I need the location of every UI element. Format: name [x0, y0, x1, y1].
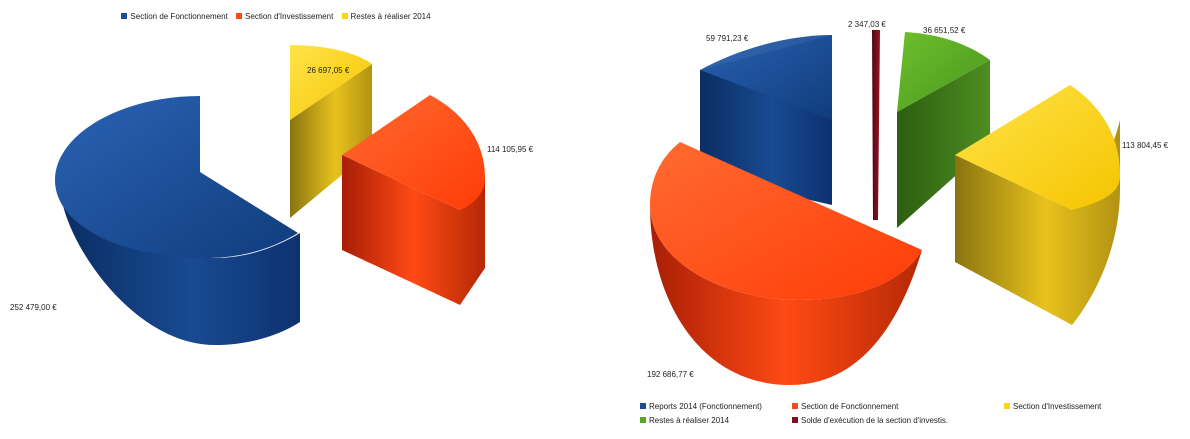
slice-side — [342, 155, 485, 305]
slice-section-de-fonctionnement: 192 686,77 € — [647, 142, 922, 385]
legend-swatch — [792, 403, 798, 409]
legend-item: Restes à réaliser 2014 — [341, 12, 431, 21]
legend-swatch — [341, 13, 348, 19]
legend-swatch — [792, 417, 798, 423]
slice-side — [60, 185, 300, 345]
slice-section-d-investissement: 114 105,95 € — [342, 95, 534, 305]
slice-top — [55, 96, 298, 258]
slice-restes-a-realiser-2014: 26 697,05 € — [290, 45, 372, 218]
legend-label: Solde d'exécution de la section d'invest… — [801, 416, 949, 425]
slice-label: 113 804,45 € — [1122, 141, 1169, 150]
slice-restes-a-realiser-2014: 36 651,52 € — [897, 26, 990, 228]
slice-side — [290, 64, 372, 218]
right-pie-chart: 59 791,23 € 2 347,03 € 36 651,52 € 113 8… — [647, 20, 1169, 385]
legend-item: Section d'Investissement — [1004, 402, 1101, 411]
slice-top — [290, 45, 372, 120]
slice-section-de-fonctionnement: 252 479,00 € — [10, 96, 300, 345]
legend-item: Reports 2014 (Fonctionnement) — [640, 402, 762, 411]
slice-top — [342, 95, 485, 210]
slice-side — [650, 205, 922, 385]
slice-label: 26 697,05 € — [307, 66, 350, 75]
legend-label: Section d'Investissement — [245, 12, 334, 21]
legend-label: Section de Fonctionnement — [801, 402, 899, 411]
slice-reports-2014-fonctionnement: 59 791,23 € — [700, 34, 832, 205]
legend-item: Section de Fonctionnement — [792, 402, 898, 411]
legend-label: Section de Fonctionnement — [130, 12, 228, 21]
legend-item: Section d'Investissement — [236, 12, 333, 21]
slice-side — [955, 120, 1120, 325]
slice-label: 114 105,95 € — [487, 145, 534, 154]
slice-label: 59 791,23 € — [706, 34, 749, 43]
slice-top — [955, 85, 1120, 210]
legend-label: Reports 2014 (Fonctionnement) — [649, 402, 762, 411]
legend-swatch — [1004, 403, 1010, 409]
legend-swatch — [640, 417, 646, 423]
left-chart-legend: Section de Fonctionnement Section d'Inve… — [0, 12, 552, 21]
slice-solde-d-execution: 2 347,03 € — [848, 20, 886, 220]
legend-label: Restes à réaliser 2014 — [649, 416, 730, 425]
legend-item: Section de Fonctionnement — [121, 12, 228, 21]
legend-label: Section d'Investissement — [1013, 402, 1102, 411]
slice-side — [897, 60, 990, 228]
slice-top — [650, 142, 922, 300]
left-pie-chart: 252 479,00 € 26 697,05 € 114 105,95 € — [10, 45, 534, 345]
legend-swatch — [640, 403, 646, 409]
slice-top — [700, 35, 832, 120]
slice-label: 192 686,77 € — [647, 370, 694, 379]
slice-label: 252 479,00 € — [10, 303, 57, 312]
slice-section-d-investissement: 113 804,45 € — [955, 85, 1169, 325]
slice-label: 36 651,52 € — [923, 26, 966, 35]
legend-item: Restes à réaliser 2014 — [640, 416, 729, 425]
legend-label: Restes à réaliser 2014 — [350, 12, 431, 21]
slice-top — [897, 32, 990, 112]
legend-item: Solde d'exécution de la section d'invest… — [792, 416, 948, 425]
slice-label: 2 347,03 € — [848, 20, 886, 29]
legend-swatch — [236, 13, 243, 19]
slice-side — [872, 30, 880, 220]
legend-swatch — [121, 13, 128, 19]
